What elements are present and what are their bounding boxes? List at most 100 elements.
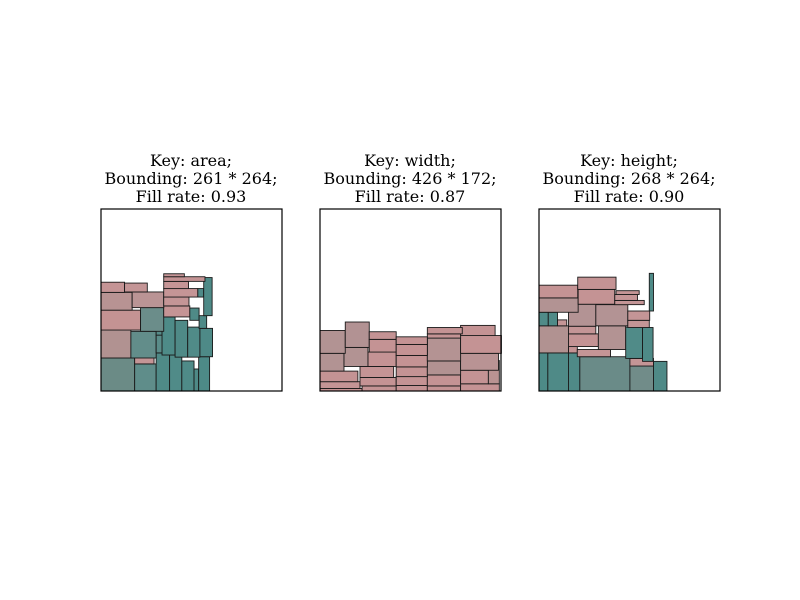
panel-area-frame	[100, 208, 283, 392]
panel-height-box-17	[557, 319, 568, 327]
panel-width-box-7	[395, 376, 428, 386]
panel-width-box-1	[361, 385, 397, 392]
panel-area-box-22	[131, 291, 165, 309]
panel-area-title-line-3: Fill rate: 0.93	[136, 187, 247, 206]
panel-width-frame	[319, 208, 502, 392]
panel-area-box-15	[199, 327, 213, 358]
panel-width-box-3	[426, 385, 462, 392]
panel-area-box-20	[198, 315, 208, 329]
panel-area-box-13	[174, 319, 189, 358]
panel-area-box-30	[163, 276, 206, 282]
panel-width-box-5	[319, 381, 361, 389]
panel-height-box-13	[642, 327, 654, 362]
panel-height-title-line-1: Key: height;	[580, 151, 678, 170]
panel-width-box-30	[426, 327, 463, 335]
panel-width-box-9	[460, 369, 489, 385]
panel-width-title-line-2: Bounding: 426 * 172;	[323, 169, 496, 188]
panel-area-box-25	[197, 288, 205, 298]
panel-width-box-2	[395, 385, 428, 392]
panel-width-box-24	[368, 338, 397, 353]
panel-area: Key: area; Bounding: 261 * 264; Fill rat…	[100, 151, 283, 392]
panel-area-box-18	[163, 305, 191, 318]
panel-height-box-6	[568, 346, 578, 354]
panel-area-box-1	[134, 363, 157, 392]
panel-area-box-26	[203, 277, 213, 317]
panel-area-box-28	[100, 281, 126, 293]
panel-height-box-27	[538, 284, 579, 299]
panel-height-box-1	[547, 352, 569, 392]
panel-width-box-22	[319, 330, 346, 354]
panel-width-box-8	[426, 374, 462, 387]
panel-height: Key: height; Bounding: 268 * 264; Fill r…	[538, 151, 721, 392]
panel-height-box-24	[614, 299, 645, 306]
panel-width-box-15	[460, 352, 499, 371]
panel-height-box-20	[627, 319, 650, 328]
panel-width-box-14	[426, 360, 462, 376]
panel-height-box-19	[595, 304, 629, 327]
panel-area-box-17	[140, 307, 165, 332]
panel-height-frame	[538, 208, 721, 392]
panel-width-box-26	[426, 333, 462, 339]
panel-width-box-29	[395, 336, 428, 345]
panel-height-title-line-3: Fill rate: 0.90	[574, 187, 685, 206]
panel-height-box-3	[579, 356, 631, 392]
panel-area-box-6	[193, 368, 200, 392]
panel-area-box-4	[169, 354, 183, 392]
panel-area-box-14	[187, 326, 201, 358]
panel-width-box-17	[343, 346, 369, 367]
panel-width-box-27	[460, 324, 496, 337]
panel-width-boxes	[319, 321, 502, 392]
panel-area-box-7	[198, 356, 211, 392]
panel-area-box-19	[189, 307, 200, 321]
panel-area-box-29	[124, 282, 148, 293]
panel-height-box-0	[538, 352, 549, 392]
panel-area-title-line-2: Bounding: 261 * 264;	[104, 169, 277, 188]
panel-height-box-23	[577, 288, 616, 305]
panel-width-box-12	[359, 366, 395, 378]
panel-width: Key: width; Bounding: 426 * 172; Fill ra…	[319, 151, 502, 392]
panel-height-box-15	[538, 311, 549, 327]
panel-height-box-7	[576, 349, 611, 358]
panel-width-box-23	[344, 321, 370, 348]
panel-area-box-8	[100, 329, 132, 359]
panel-height-box-4	[629, 365, 654, 392]
panel-area-box-24	[163, 288, 199, 298]
panel-area-box-23	[163, 296, 190, 307]
panel-height-title-line-2: Bounding: 268 * 264;	[542, 169, 715, 188]
panel-height-box-11	[597, 325, 627, 350]
panel-height-box-14	[568, 325, 597, 335]
panel-area-box-16	[100, 309, 142, 331]
panel-height-box-16	[547, 311, 558, 327]
panel-width-box-11	[319, 370, 359, 383]
panel-width-box-21	[460, 335, 502, 354]
panel-area-box-9	[130, 330, 157, 359]
panel-width-box-16	[319, 352, 345, 372]
panel-height-box-29	[615, 290, 640, 295]
panel-height-box-12	[625, 326, 644, 359]
panel-width-box-25	[395, 343, 428, 356]
panel-height-box-2	[568, 352, 581, 392]
panel-width-box-4	[460, 383, 500, 392]
panel-area-box-3	[155, 352, 171, 392]
panel-width-box-20	[426, 337, 462, 362]
panel-area-box-0	[100, 357, 136, 392]
panel-height-box-5	[653, 360, 668, 392]
panel-height-box-9	[538, 325, 569, 354]
panel-area-title-line-1: Key: area;	[150, 151, 232, 170]
panel-width-box-18	[367, 351, 397, 367]
panel-width-box-28	[368, 331, 397, 340]
panel-area-box-21	[100, 291, 133, 311]
panel-area-box-31	[163, 273, 185, 278]
panel-area-box-5	[181, 360, 195, 392]
panel-height-box-21	[627, 310, 651, 321]
panel-height-box-25	[614, 294, 638, 301]
panel-width-box-19	[395, 355, 428, 368]
panel-height-box-26	[648, 272, 654, 312]
panel-height-box-22	[538, 297, 579, 313]
panel-width-box-13	[395, 366, 428, 378]
panel-width-box-6	[359, 377, 397, 387]
panel-width-title-line-3: Fill rate: 0.87	[355, 187, 466, 206]
panel-height-box-10	[568, 333, 599, 348]
panel-area-box-27	[163, 280, 190, 290]
